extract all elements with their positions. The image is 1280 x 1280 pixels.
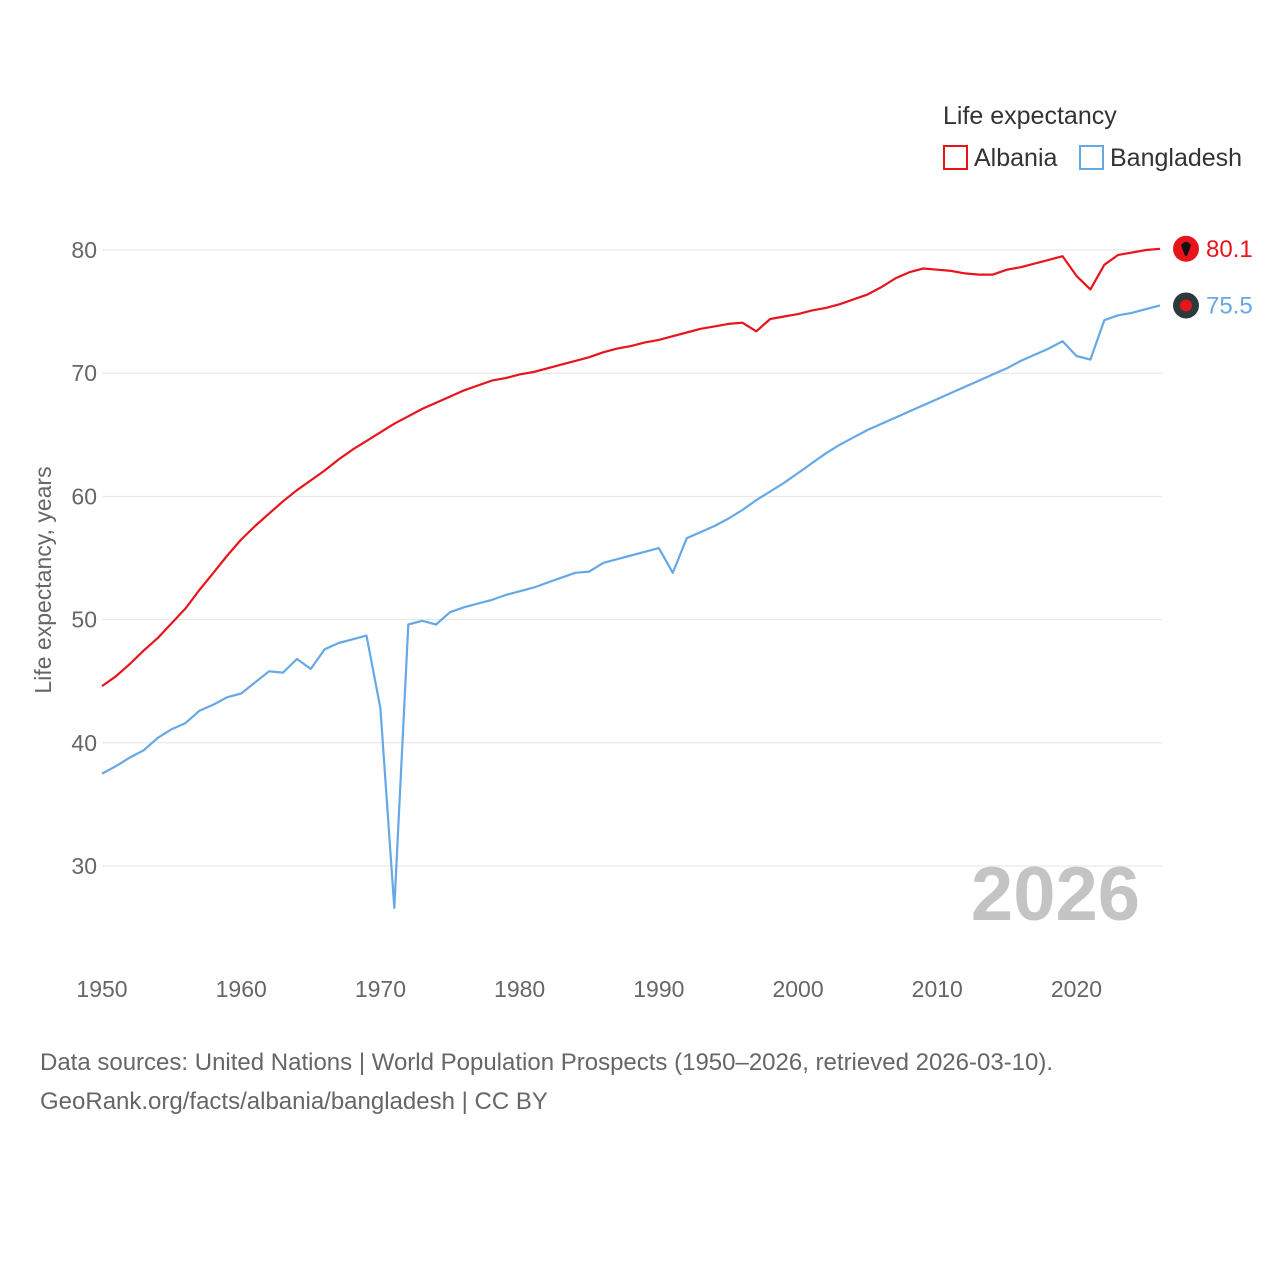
bangladesh-flag-marker [1173, 292, 1199, 319]
legend-title: Life expectancy [943, 102, 1117, 130]
albania-end-value: 80.1 [1206, 236, 1253, 263]
eagle-icon [1181, 241, 1191, 256]
x-tick-label: 1970 [355, 976, 406, 1002]
series-line-bangladesh [101, 304, 1161, 910]
y-tick-label: 70 [71, 360, 97, 386]
y-tick-label: 60 [71, 483, 97, 509]
legend-label-albania: Albania [974, 144, 1057, 172]
year-watermark: 2026 [971, 852, 1140, 937]
red-disc-icon [1180, 299, 1192, 312]
y-tick-label: 40 [71, 730, 97, 756]
y-tick-label: 30 [71, 853, 97, 879]
y-tick-label: 50 [71, 607, 97, 633]
legend-swatch-bangladesh [1079, 145, 1104, 170]
y-axis-label: Life expectancy, years [30, 466, 56, 693]
source-note: Data sources: United Nations | World Pop… [40, 1043, 1053, 1121]
x-tick-label: 2020 [1051, 976, 1102, 1002]
grid-lines [102, 249, 1162, 867]
source-line: Data sources: United Nations | World Pop… [40, 1049, 1054, 1076]
x-tick-label: 2000 [772, 976, 823, 1002]
albania-flag-marker [1173, 235, 1199, 262]
series-lines [101, 247, 1161, 910]
source-url[interactable]: GeoRank.org/facts/albania/bangladesh | C… [40, 1088, 548, 1115]
x-tick-label: 1980 [494, 976, 545, 1002]
x-tick-label: 1950 [76, 976, 127, 1002]
y-axis-ticks: 30 40 50 60 70 80 [71, 237, 97, 879]
x-tick-label: 1990 [633, 976, 684, 1002]
bangladesh-end-value: 75.5 [1206, 292, 1253, 319]
x-tick-label: 1960 [216, 976, 267, 1002]
legend-swatch-albania [943, 145, 968, 170]
legend: Life expectancy Albania Bangladesh [943, 102, 1242, 172]
legend-item-bangladesh[interactable]: Bangladesh [1079, 144, 1242, 172]
x-axis-ticks: 1950 1960 1970 1980 1990 2000 2010 2020 [76, 976, 1102, 1002]
series-line-albania [101, 247, 1161, 687]
legend-label-bangladesh: Bangladesh [1110, 144, 1242, 172]
x-tick-label: 2010 [912, 976, 963, 1002]
y-tick-label: 80 [71, 237, 97, 263]
legend-item-albania[interactable]: Albania [943, 144, 1057, 172]
